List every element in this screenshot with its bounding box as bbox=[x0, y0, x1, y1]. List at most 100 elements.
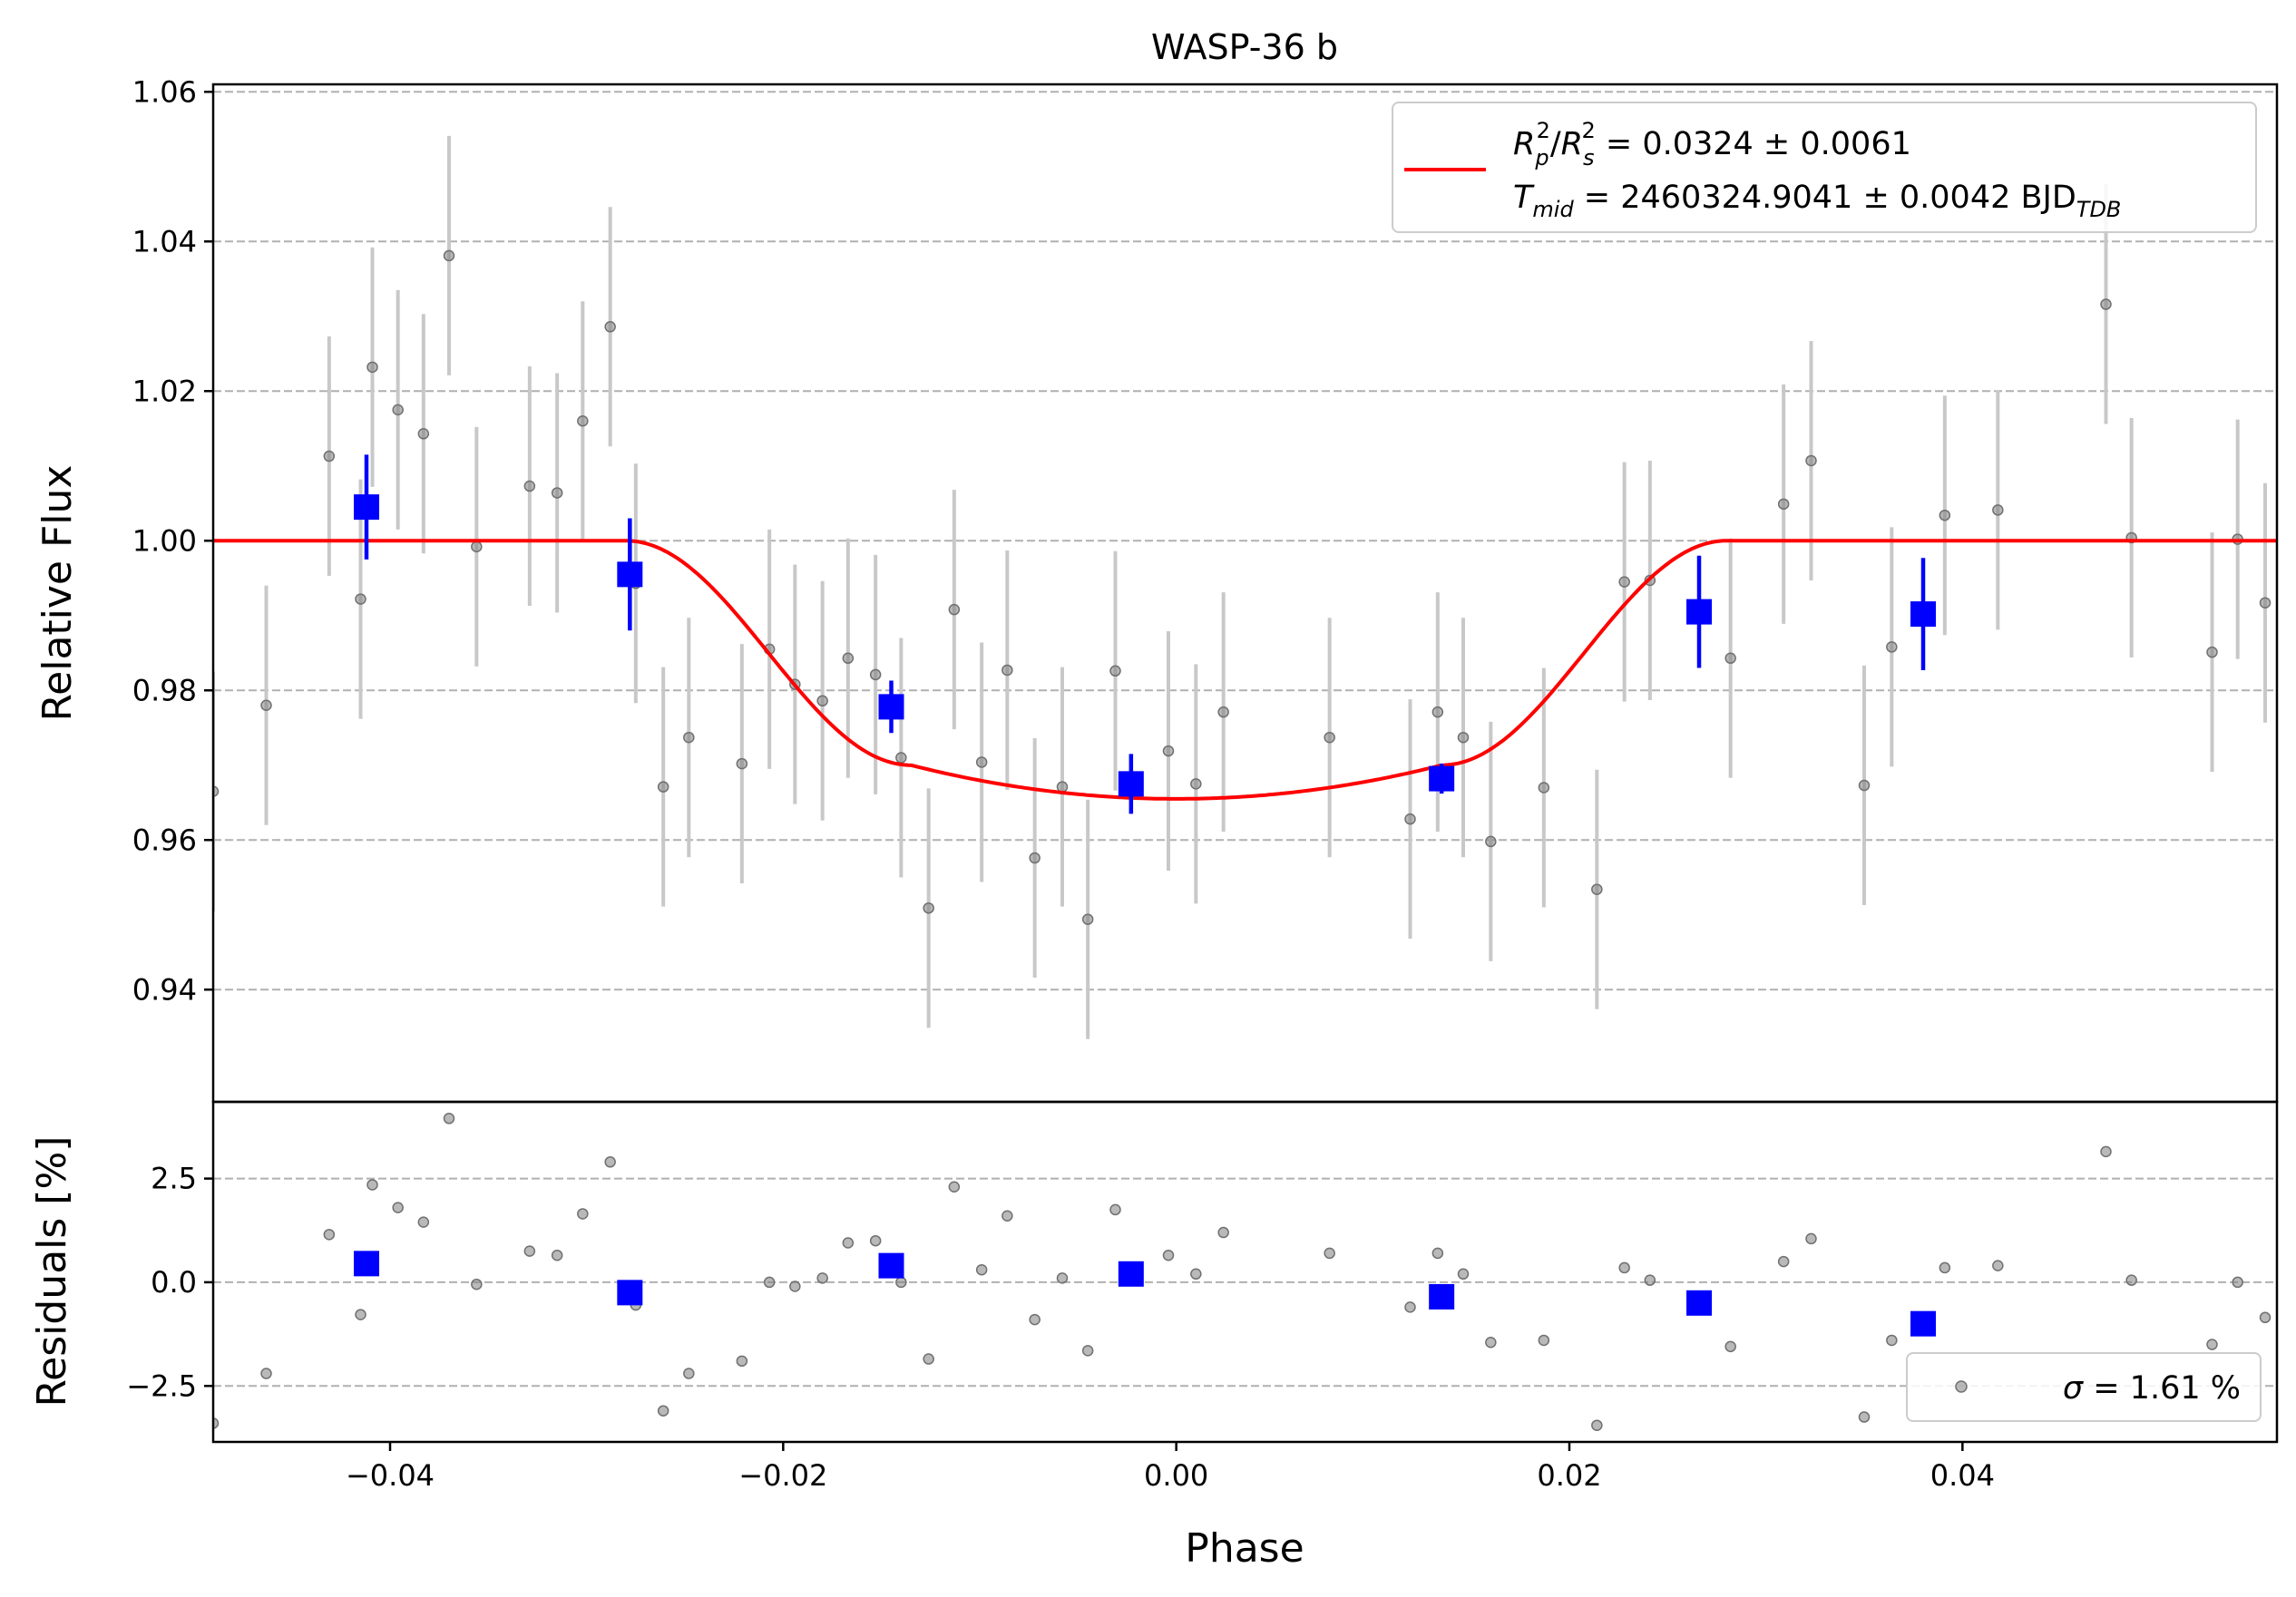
binned-point bbox=[1910, 601, 1936, 628]
residual-raw-point bbox=[657, 1405, 669, 1417]
raw-point bbox=[1591, 883, 1603, 895]
raw-point bbox=[1939, 509, 1951, 521]
binned-point bbox=[1118, 771, 1144, 797]
main-y-tick-label: 1.04 bbox=[132, 224, 197, 258]
residual-raw-point bbox=[417, 1216, 430, 1228]
residual-binned-point bbox=[1118, 1261, 1144, 1287]
main-legend-box bbox=[1392, 102, 2257, 233]
main-y-tick-label: 0.96 bbox=[132, 823, 197, 857]
raw-point bbox=[366, 361, 378, 374]
residual-raw-point bbox=[577, 1208, 589, 1220]
x-tick-label: −0.04 bbox=[346, 1458, 435, 1493]
residual-binned-point bbox=[354, 1251, 379, 1277]
x-tick-label: 0.00 bbox=[1144, 1458, 1208, 1493]
x-tick-label: 0.04 bbox=[1930, 1458, 1995, 1493]
raw-point bbox=[1056, 781, 1069, 793]
residual-raw-point bbox=[1858, 1411, 1871, 1423]
residual-raw-point bbox=[443, 1113, 455, 1125]
residual-raw-point bbox=[1081, 1345, 1094, 1357]
raw-point bbox=[2100, 298, 2112, 310]
main-y-tick-label: 1.02 bbox=[132, 374, 197, 408]
residual-raw-point bbox=[355, 1309, 366, 1320]
residual-raw-point bbox=[1485, 1336, 1497, 1349]
residual-raw-point bbox=[816, 1272, 828, 1284]
raw-point bbox=[323, 450, 336, 463]
raw-point bbox=[2206, 646, 2218, 658]
main-y-tick-label: 0.98 bbox=[132, 673, 197, 707]
transit-model-line bbox=[213, 539, 2277, 801]
raw-point bbox=[1404, 813, 1416, 825]
residual-raw-point bbox=[1618, 1261, 1630, 1274]
sigma-label: σ = 1.61 % bbox=[2063, 1370, 2241, 1407]
residual-raw-point bbox=[2284, 1211, 2294, 1221]
residual-y-tick-label: 0.0 bbox=[151, 1265, 197, 1300]
raw-point bbox=[1324, 731, 1335, 744]
binned-point bbox=[1429, 765, 1455, 792]
binned-point bbox=[617, 561, 643, 588]
main-y-tick-label: 0.94 bbox=[132, 972, 197, 1007]
raw-point bbox=[923, 902, 934, 914]
residual-legend: σ = 1.61 % bbox=[1906, 1352, 2262, 1422]
main-y-tick-label: 1.06 bbox=[132, 74, 197, 109]
residual-raw-point bbox=[1591, 1419, 1603, 1431]
residual-raw-point bbox=[895, 1276, 907, 1289]
residual-raw-point bbox=[975, 1263, 988, 1276]
raw-point bbox=[1886, 641, 1898, 653]
raw-point bbox=[1457, 731, 1470, 744]
residual-y-tick-label: −2.5 bbox=[126, 1368, 197, 1403]
residual-raw-point bbox=[1644, 1274, 1656, 1286]
residual-raw-point bbox=[869, 1234, 882, 1247]
main-legend: Rp2/Rs2 = 0.0324 ± 0.0061 Tmid = 2460324… bbox=[1392, 102, 2257, 233]
residual-raw-point bbox=[551, 1249, 563, 1261]
residual-raw-point bbox=[1805, 1232, 1817, 1245]
residual-raw-point bbox=[1162, 1249, 1175, 1261]
legend-tmid-label: Tmid = 2460324.9041 ± 0.0042 BJDTDB bbox=[1513, 180, 2121, 222]
transit-model bbox=[213, 539, 2277, 801]
main-raw-points bbox=[213, 135, 2272, 1039]
raw-point bbox=[816, 695, 828, 707]
raw-point bbox=[1724, 652, 1736, 665]
raw-point bbox=[869, 668, 882, 681]
raw-point bbox=[213, 785, 220, 797]
residual-raw-point bbox=[260, 1368, 272, 1379]
raw-point bbox=[523, 480, 536, 492]
residual-raw-point bbox=[366, 1179, 378, 1191]
residual-raw-point bbox=[523, 1245, 536, 1257]
residual-binned-point bbox=[1686, 1290, 1712, 1316]
residual-raw-point bbox=[1724, 1340, 1736, 1353]
main-y-ticks: 0.94 0.96 0.98 1.00 1.02 1.04 1.06 bbox=[132, 74, 213, 1007]
main-binned-points bbox=[354, 454, 1936, 814]
residuals-panel: −2.5 0.0 2.5 −0.04 −0.02 0.00 0.02 0.04 Residu… bbox=[29, 1100, 2294, 1572]
residual-raw-point bbox=[2259, 1311, 2272, 1324]
main-y-axis-label: Relative Flux bbox=[34, 465, 81, 722]
residual-raw-point bbox=[1029, 1313, 1041, 1326]
raw-point bbox=[1001, 664, 1013, 677]
residual-raw-point bbox=[2100, 1145, 2112, 1158]
raw-point bbox=[1162, 745, 1175, 757]
raw-point bbox=[551, 487, 563, 499]
raw-point bbox=[895, 752, 907, 764]
residual-raw-point bbox=[392, 1202, 404, 1213]
binned-point bbox=[354, 494, 379, 521]
residual-raw-point bbox=[923, 1353, 934, 1365]
raw-point bbox=[355, 593, 366, 605]
residual-raw-point bbox=[1001, 1210, 1013, 1222]
residual-raw-point bbox=[1056, 1272, 1069, 1284]
raw-point bbox=[1217, 706, 1229, 718]
main-y-tick-label: 1.00 bbox=[132, 523, 197, 558]
residual-raw-point bbox=[213, 1417, 220, 1429]
residual-gridlines bbox=[213, 1177, 2277, 1388]
binned-point bbox=[878, 694, 904, 720]
x-axis-label: Phase bbox=[1185, 1525, 1304, 1572]
raw-point bbox=[1190, 778, 1202, 790]
main-plot-frame bbox=[211, 83, 2279, 1104]
residual-raw-point bbox=[1457, 1268, 1470, 1281]
residual-legend-marker bbox=[1955, 1380, 1968, 1393]
residual-raw-point bbox=[1217, 1226, 1229, 1239]
raw-point bbox=[975, 756, 988, 768]
raw-point bbox=[657, 781, 669, 793]
residual-raw-point bbox=[842, 1237, 855, 1249]
raw-point bbox=[392, 404, 404, 416]
residual-raw-point bbox=[2232, 1276, 2243, 1289]
